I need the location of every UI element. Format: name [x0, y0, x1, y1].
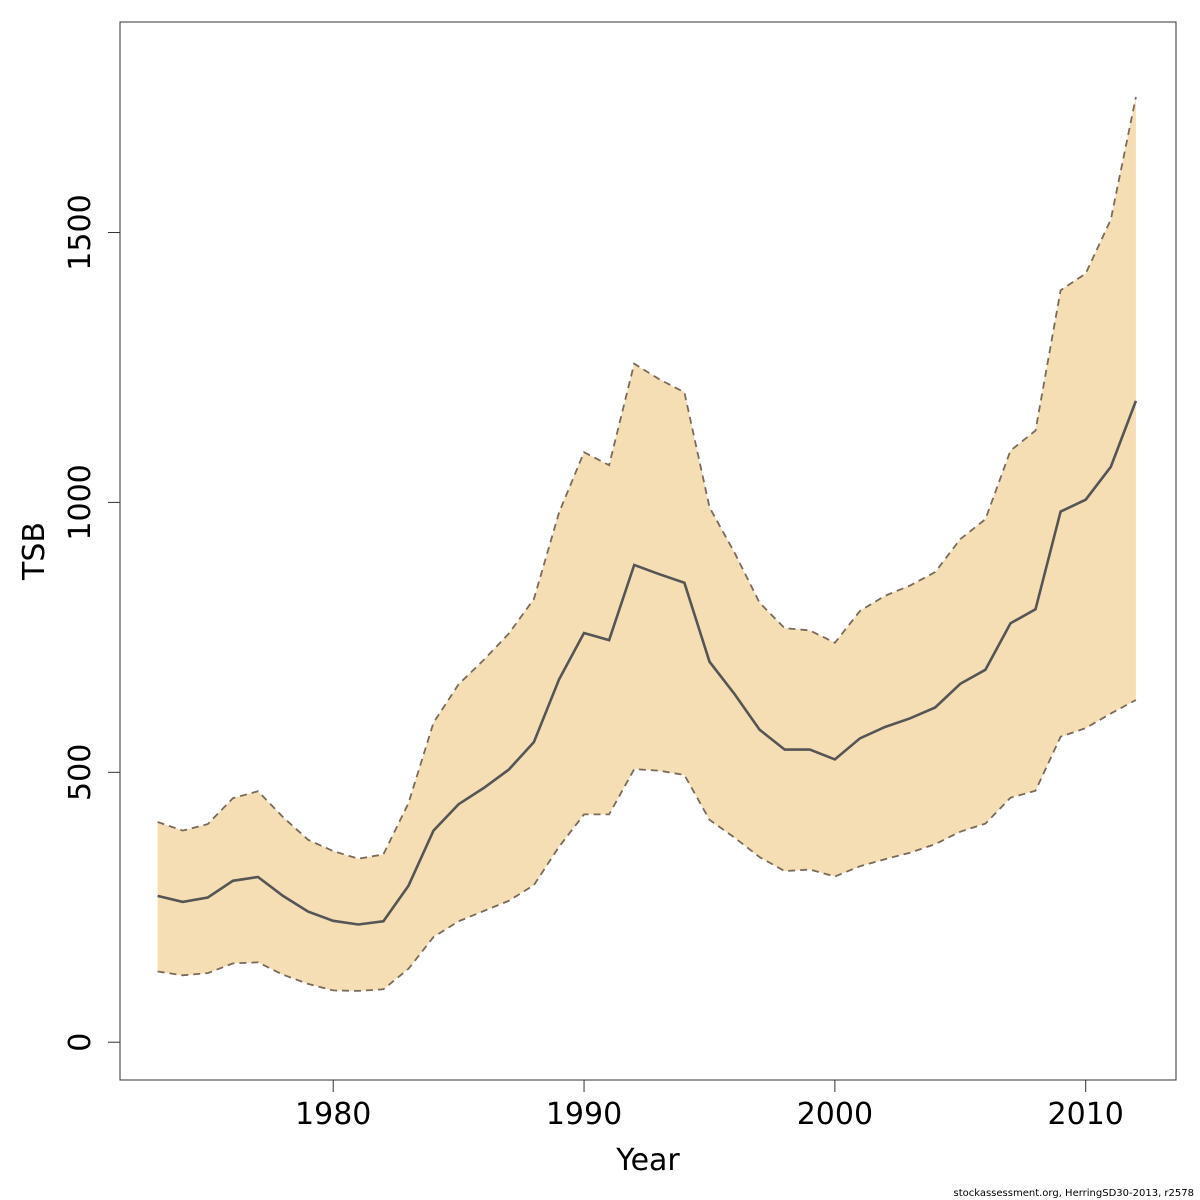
- confidence-band: [157, 97, 1136, 991]
- x-tick-label: 2000: [797, 1097, 873, 1132]
- confidence-band-layer: [157, 97, 1136, 991]
- plot-frame: [119, 21, 1177, 1081]
- lower-bound-line: [157, 699, 1137, 992]
- y-axis: 0 500 1000 1500: [63, 194, 120, 1052]
- upper-bound-line: [157, 96, 1137, 860]
- x-axis-title: Year: [615, 1143, 680, 1178]
- series-line-layer: [157, 96, 1138, 992]
- y-tick-label: 1500: [63, 194, 98, 270]
- y-tick-label: 0: [63, 1033, 98, 1052]
- x-axis: 1980 1990 2000 2010: [295, 1080, 1124, 1132]
- x-tick-label: 1980: [295, 1097, 371, 1132]
- estimate-line: [157, 400, 1138, 926]
- y-tick-label: 1000: [63, 464, 98, 540]
- x-tick-label: 2010: [1048, 1097, 1124, 1132]
- x-tick-label: 1990: [546, 1097, 622, 1132]
- credit-text: stockassessment.org, HerringSD30-2013, r…: [953, 1188, 1194, 1199]
- y-axis-title: TSB: [17, 522, 52, 581]
- y-tick-label: 500: [63, 744, 98, 801]
